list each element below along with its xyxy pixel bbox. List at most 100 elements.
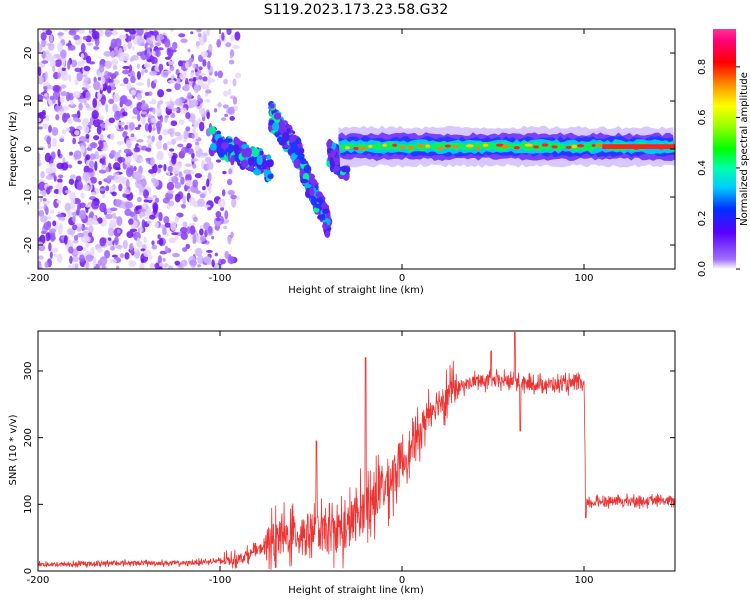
noise-blob bbox=[55, 114, 60, 121]
noise-blob bbox=[149, 43, 154, 48]
noise-blob bbox=[159, 238, 164, 246]
noise-blob bbox=[194, 141, 200, 146]
noise-blob bbox=[151, 50, 157, 56]
noise-blob bbox=[136, 51, 144, 56]
noise-blob bbox=[227, 106, 235, 115]
noise-blob bbox=[147, 114, 154, 119]
tone-peak bbox=[541, 143, 549, 147]
noise-blob bbox=[57, 42, 63, 52]
signal-blob bbox=[233, 136, 239, 146]
noise-blob bbox=[164, 222, 172, 228]
noise-blob bbox=[110, 50, 115, 59]
x-tick-label: -100 bbox=[209, 273, 232, 284]
noise-blob bbox=[208, 72, 213, 76]
signal-blob bbox=[267, 173, 274, 180]
noise-blob bbox=[156, 151, 164, 161]
noise-blob bbox=[48, 242, 52, 252]
noise-blob bbox=[163, 215, 170, 224]
noise-blob bbox=[43, 86, 48, 91]
noise-blob bbox=[140, 248, 146, 252]
signal-blob bbox=[220, 142, 229, 149]
noise-blob bbox=[72, 239, 79, 244]
noise-blob bbox=[193, 216, 198, 222]
noise-blob bbox=[216, 39, 222, 48]
noise-blob bbox=[54, 59, 62, 68]
noise-blob bbox=[40, 171, 45, 179]
noise-blob bbox=[175, 177, 179, 184]
noise-blob bbox=[232, 45, 240, 49]
noise-blob bbox=[106, 175, 111, 185]
noise-blob bbox=[38, 94, 44, 102]
noise-blob bbox=[45, 167, 53, 175]
noise-blob bbox=[125, 167, 133, 178]
signal-blob bbox=[259, 150, 264, 156]
noise-blob bbox=[57, 178, 63, 184]
noise-blob bbox=[48, 228, 57, 234]
noise-blob bbox=[217, 101, 222, 108]
noise-blob bbox=[140, 116, 146, 125]
noise-blob bbox=[44, 71, 48, 81]
noise-blob bbox=[151, 98, 157, 103]
noise-blob bbox=[170, 120, 178, 127]
signal-blob bbox=[253, 168, 262, 176]
noise-blob bbox=[61, 58, 66, 67]
noise-blob bbox=[67, 211, 74, 215]
figure-title: S119.2023.173.23.58.G32 bbox=[264, 2, 449, 18]
noise-blob bbox=[59, 138, 65, 143]
noise-blob bbox=[198, 66, 203, 71]
noise-blob bbox=[67, 264, 72, 269]
noise-blob bbox=[126, 121, 131, 125]
noise-blob bbox=[52, 137, 57, 148]
noise-blob bbox=[225, 42, 232, 48]
noise-blob bbox=[168, 54, 172, 59]
noise-blob bbox=[64, 202, 71, 212]
noise-blob bbox=[148, 123, 152, 133]
noise-blob bbox=[61, 67, 66, 71]
noise-blob bbox=[206, 29, 211, 37]
noise-blob bbox=[136, 139, 144, 143]
noise-blob bbox=[123, 43, 127, 52]
noise-blob bbox=[158, 211, 163, 222]
noise-blob bbox=[215, 217, 222, 222]
noise-blob bbox=[221, 189, 226, 197]
noise-blob bbox=[145, 52, 150, 62]
noise-blob bbox=[48, 124, 52, 133]
noise-blob bbox=[191, 133, 195, 140]
signal-blob bbox=[241, 159, 249, 168]
signal-blob bbox=[290, 145, 295, 151]
noise-blob bbox=[228, 59, 235, 65]
noise-blob bbox=[193, 83, 200, 94]
noise-blob bbox=[157, 167, 162, 174]
noise-blob bbox=[131, 46, 135, 51]
noise-blob bbox=[192, 125, 197, 135]
signal-blob bbox=[264, 160, 272, 167]
noise-blob bbox=[199, 193, 206, 199]
noise-blob bbox=[61, 162, 69, 171]
snr-y-label: SNR (10 * v/v) bbox=[8, 414, 19, 485]
noise-blob bbox=[124, 252, 130, 260]
noise-blob bbox=[203, 33, 207, 43]
tone-peak bbox=[382, 143, 387, 147]
noise-blob bbox=[88, 160, 95, 169]
colorbar-ticks: 0.0 0.2 0.4 0.6 0.8 bbox=[697, 59, 740, 277]
noise-blob bbox=[41, 50, 46, 60]
y-tick-label: -20 bbox=[23, 237, 34, 253]
noise-blob bbox=[155, 49, 161, 58]
tone-peak bbox=[368, 144, 373, 148]
signal-blob bbox=[310, 196, 317, 206]
noise-blob bbox=[104, 31, 113, 36]
noise-blob bbox=[172, 41, 178, 50]
noise-blob bbox=[59, 96, 65, 104]
noise-blob bbox=[110, 59, 119, 66]
noise-blob bbox=[92, 98, 98, 109]
noise-blob bbox=[215, 159, 222, 163]
noise-blob bbox=[89, 142, 98, 149]
noise-blob bbox=[82, 117, 87, 128]
noise-blob bbox=[234, 72, 242, 79]
noise-blob bbox=[105, 185, 110, 192]
noise-blob bbox=[155, 262, 160, 269]
noise-blob bbox=[197, 33, 202, 38]
noise-blob bbox=[136, 35, 141, 39]
noise-blob bbox=[42, 200, 51, 205]
noise-blob bbox=[206, 178, 210, 187]
